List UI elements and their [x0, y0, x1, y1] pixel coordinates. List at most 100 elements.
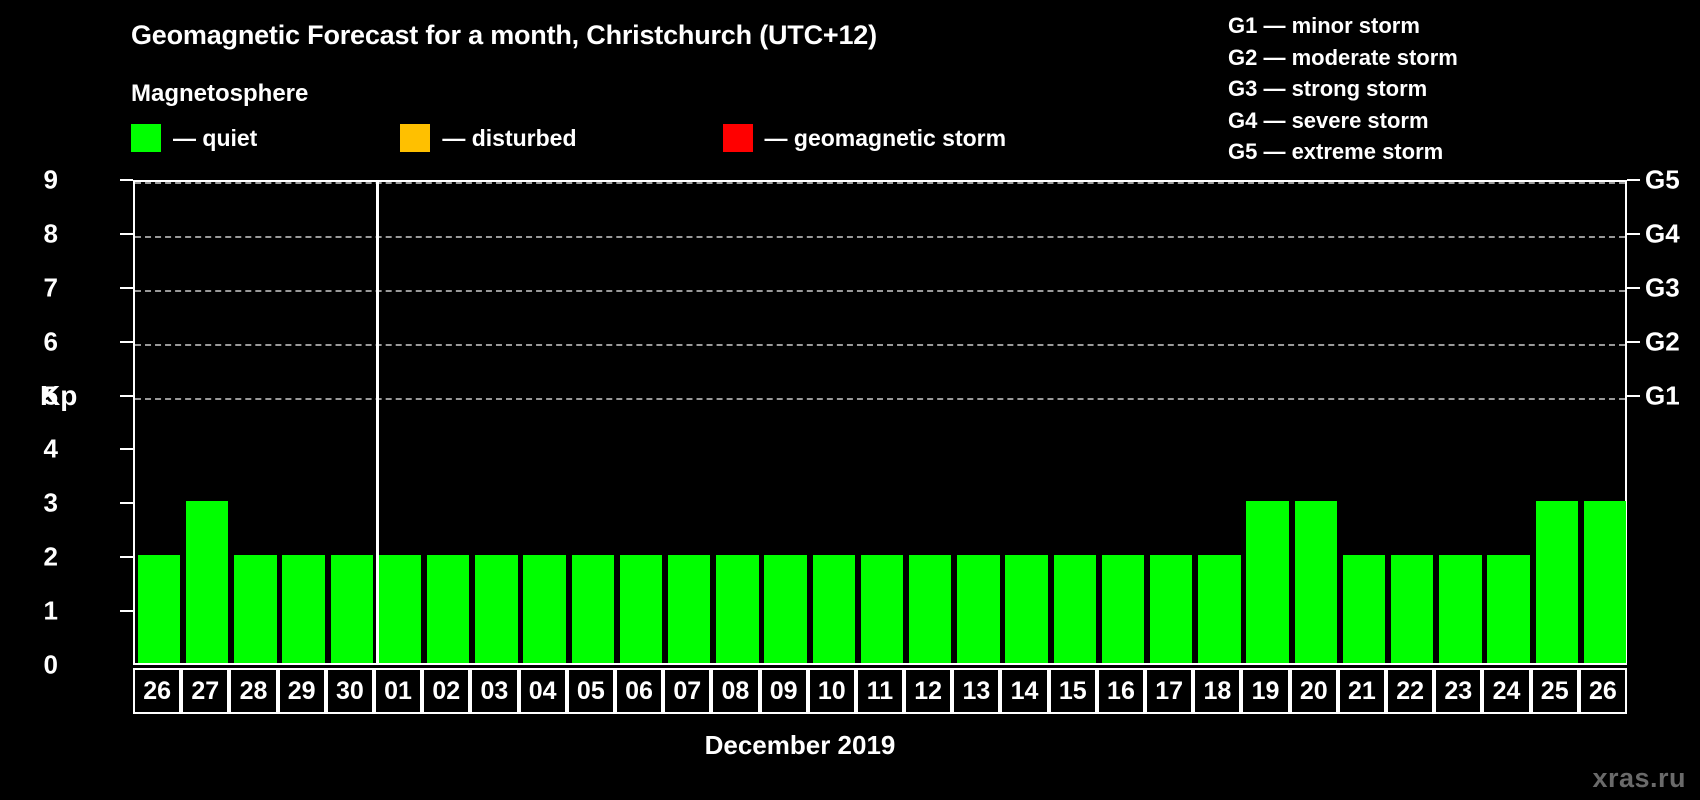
- forecast-divider-line: [375, 182, 379, 663]
- day-label-13: 13: [952, 668, 1001, 714]
- bar-day-18[interactable]: [1198, 555, 1241, 663]
- legend-entry: — geomagnetic storm: [722, 124, 1006, 152]
- bar-day-22[interactable]: [1390, 555, 1434, 663]
- y-tick-label: 5: [43, 380, 58, 411]
- bar-day-11[interactable]: [860, 555, 904, 663]
- day-label-14: 14: [1000, 668, 1049, 714]
- gridline: [135, 343, 1625, 346]
- chart-plot-frame: [133, 180, 1627, 665]
- bar-day-08[interactable]: [716, 555, 759, 663]
- bars-layer: [135, 182, 1627, 663]
- bar-day-27[interactable]: [186, 501, 229, 663]
- bar-day-01[interactable]: [378, 555, 422, 663]
- bar-day-05[interactable]: [571, 555, 615, 663]
- page-title: Geomagnetic Forecast for a month, Christ…: [131, 20, 877, 50]
- day-label-18: 18: [1193, 668, 1242, 714]
- g-tick-label: G1: [1645, 380, 1680, 411]
- g-tick-label: G3: [1645, 272, 1680, 303]
- bar-day-26[interactable]: [1583, 501, 1627, 663]
- bar-day-15[interactable]: [1053, 555, 1096, 663]
- bar-day-26[interactable]: [137, 555, 181, 663]
- day-label-21: 21: [1337, 668, 1387, 714]
- day-label-23: 23: [1434, 668, 1483, 714]
- g-tick-label: G5: [1645, 164, 1680, 195]
- day-label-05: 05: [566, 668, 615, 714]
- bar-day-07[interactable]: [668, 555, 711, 663]
- y-tick-mark: [120, 502, 133, 505]
- day-label-29: 29: [277, 668, 326, 714]
- g-scale-legend-row: G2 — moderate storm: [1228, 44, 1458, 70]
- day-label-01: 01: [373, 668, 423, 714]
- day-label-12: 12: [904, 668, 953, 714]
- color-legend: — quiet — disturbed — geomagnetic storm: [131, 124, 1006, 152]
- y-tick-mark: [120, 448, 133, 451]
- y-tick-label: 8: [43, 218, 58, 249]
- day-label-02: 02: [422, 668, 471, 714]
- day-label-25: 25: [1530, 668, 1579, 714]
- day-label-07: 07: [663, 668, 712, 714]
- g-tick-mark: [1627, 394, 1640, 397]
- bar-day-03[interactable]: [475, 555, 518, 663]
- day-label-19: 19: [1241, 668, 1290, 714]
- y-tick-label: 4: [43, 433, 58, 464]
- bar-day-17[interactable]: [1149, 555, 1193, 663]
- y-tick-label: 2: [43, 541, 58, 572]
- day-label-06: 06: [614, 668, 664, 714]
- day-label-15: 15: [1048, 668, 1097, 714]
- y-tick-label: 1: [43, 595, 58, 626]
- bar-day-02[interactable]: [427, 555, 470, 663]
- gridline: [135, 397, 1625, 400]
- y-tick-label: 7: [43, 272, 58, 303]
- bar-day-23[interactable]: [1439, 555, 1482, 663]
- gridline: [135, 182, 1625, 184]
- watermark: xras.ru: [1592, 763, 1686, 793]
- day-label-24: 24: [1482, 668, 1531, 714]
- day-label-30: 30: [325, 668, 374, 714]
- bar-day-20[interactable]: [1294, 501, 1337, 663]
- g-tick-mark: [1627, 286, 1640, 289]
- g-tick-label: G4: [1645, 218, 1680, 249]
- bar-day-21[interactable]: [1342, 555, 1386, 663]
- y-tick-mark: [120, 610, 133, 613]
- magnetosphere-section-label: Magnetosphere: [131, 80, 309, 107]
- g-tick-mark: [1627, 340, 1640, 343]
- chart-plot-area: [135, 182, 1627, 663]
- bar-day-04[interactable]: [523, 555, 566, 663]
- bar-day-10[interactable]: [812, 555, 855, 663]
- bar-day-24[interactable]: [1487, 555, 1530, 663]
- x-axis-month-label: December 2019: [704, 730, 896, 760]
- g-scale-legend: G1 — minor storm G2 — moderate storm G3 — …: [1228, 10, 1458, 168]
- red-square-icon: [722, 124, 753, 152]
- bar-day-12[interactable]: [908, 555, 952, 663]
- bar-day-13[interactable]: [957, 555, 1000, 663]
- day-label-27: 27: [181, 668, 230, 714]
- day-label-22: 22: [1386, 668, 1435, 714]
- y-tick-label: 0: [43, 649, 58, 680]
- bar-day-09[interactable]: [764, 555, 807, 663]
- legend-entry-label: — quiet: [173, 124, 258, 151]
- bar-day-19[interactable]: [1246, 501, 1289, 663]
- y-tick-label: 3: [43, 487, 58, 518]
- day-label-08: 08: [711, 668, 760, 714]
- orange-square-icon: [400, 124, 431, 152]
- day-label-17: 17: [1145, 668, 1194, 714]
- day-label-26: 26: [1578, 668, 1627, 714]
- bar-day-28[interactable]: [234, 555, 277, 663]
- gridline: [135, 289, 1625, 292]
- bar-day-14[interactable]: [1005, 555, 1048, 663]
- day-label-16: 16: [1096, 668, 1146, 714]
- bar-day-16[interactable]: [1101, 555, 1145, 663]
- bar-day-29[interactable]: [282, 555, 325, 663]
- g-scale-legend-row: G4 — severe storm: [1228, 107, 1429, 133]
- g-scale-legend-row: G5 — extreme storm: [1228, 139, 1444, 164]
- y-tick-label: 6: [43, 326, 58, 357]
- bar-day-06[interactable]: [619, 555, 663, 663]
- bar-day-25[interactable]: [1535, 501, 1578, 663]
- day-label-03: 03: [470, 668, 519, 714]
- day-label-28: 28: [229, 668, 278, 714]
- bar-day-30[interactable]: [330, 555, 374, 663]
- y-axis-label-kp: Kp: [40, 380, 78, 411]
- g-tick-mark: [1627, 179, 1640, 181]
- day-label-26: 26: [133, 668, 182, 714]
- y-tick-mark: [120, 232, 133, 235]
